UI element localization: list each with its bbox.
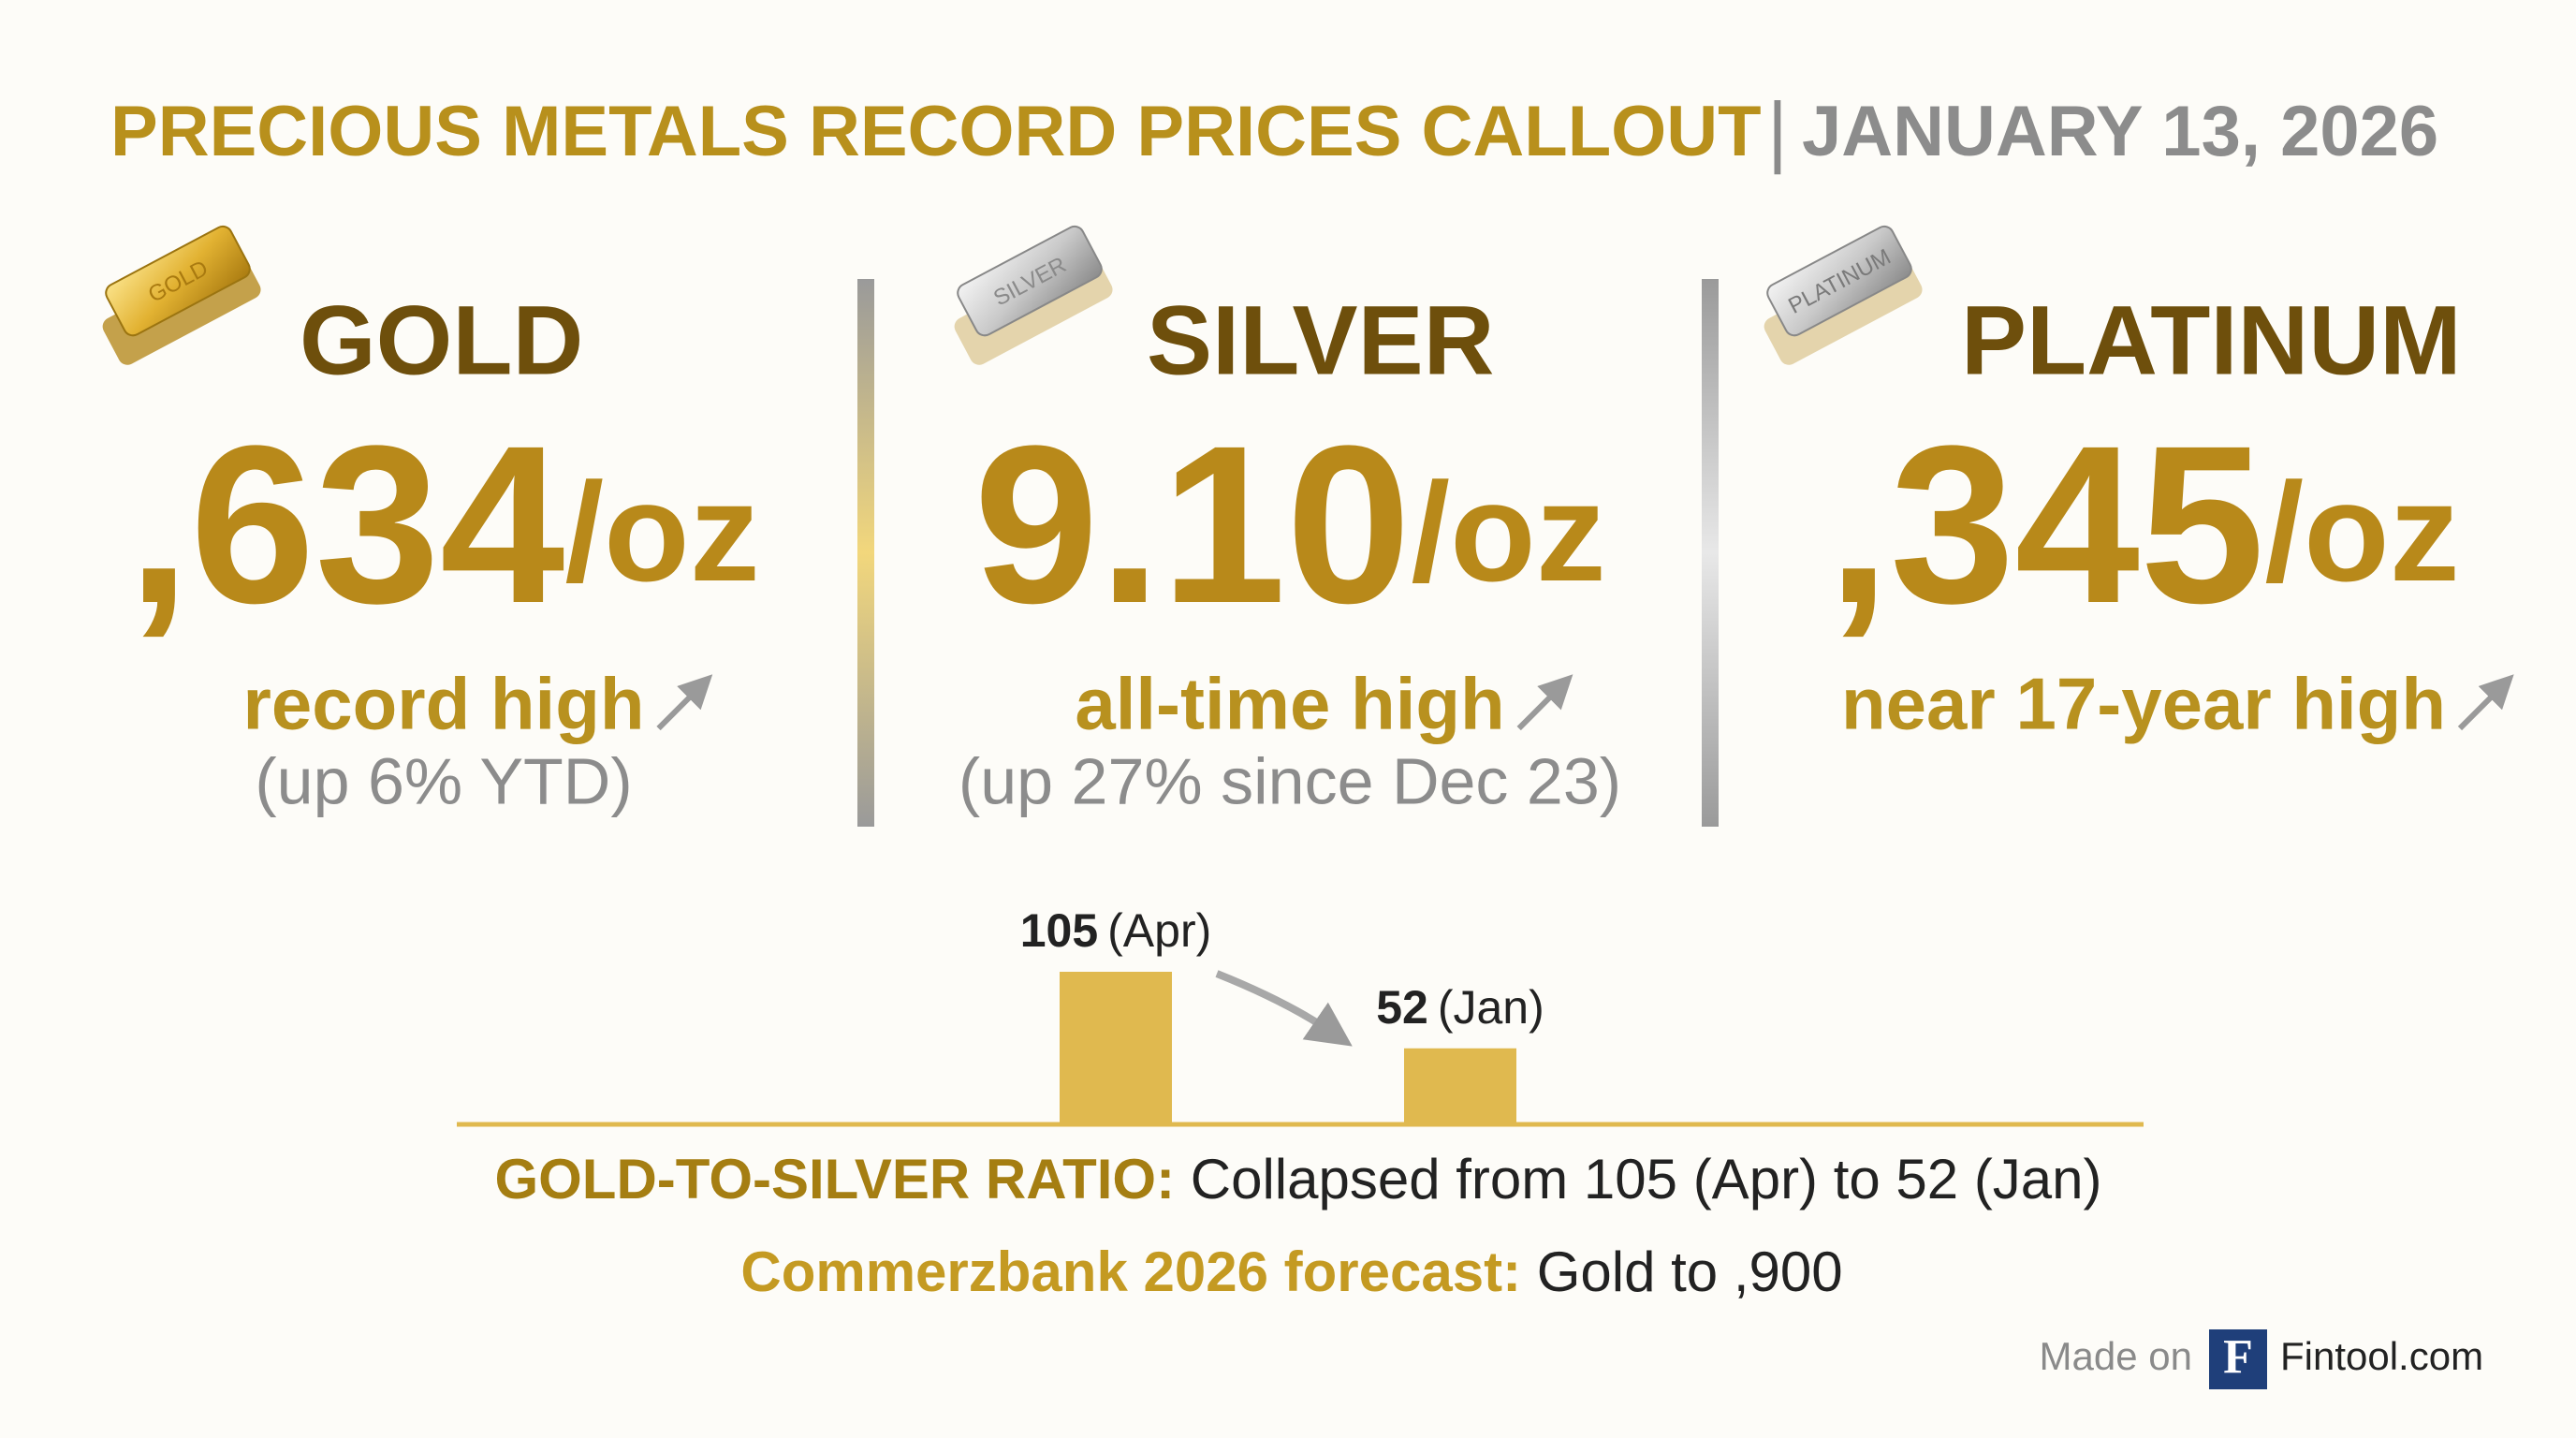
price-line: ,345/oz xyxy=(1827,399,2459,650)
logo-box xyxy=(2209,1329,2267,1389)
detail: (up 27% since Dec 23) xyxy=(959,744,1621,817)
unit: /oz xyxy=(1411,453,1605,610)
value-label: 105 (Apr) xyxy=(1020,904,1212,957)
icon-top xyxy=(957,225,1103,337)
note-arrow xyxy=(2457,674,2514,731)
forecast-text: Gold to ,900 xyxy=(1537,1240,1843,1303)
ratio-line: GOLD-TO-SILVER RATIO: Collapsed from 105… xyxy=(494,1148,2101,1211)
detail: (up 6% YTD) xyxy=(255,744,632,817)
date: JANUARY 13, 2026 xyxy=(1802,92,2438,171)
note-arrow xyxy=(1516,674,1573,731)
unit: /oz xyxy=(2264,453,2459,610)
bar-icon: GOLD xyxy=(102,225,261,365)
price-line: ,634/oz xyxy=(127,399,759,650)
value: 52 xyxy=(1376,981,1428,1034)
price: ,634 xyxy=(127,399,564,650)
note: record high xyxy=(242,663,644,745)
bar-icon: PLATINUM xyxy=(1764,225,1923,365)
icon-top xyxy=(105,225,251,337)
icon-top xyxy=(1766,225,1912,337)
ratio-label: GOLD-TO-SILVER RATIO: xyxy=(494,1148,1175,1211)
price: 9.10 xyxy=(973,399,1411,650)
divider xyxy=(857,279,874,827)
note-arrow xyxy=(656,674,713,731)
trend-arrow xyxy=(1215,970,1353,1047)
forecast-line: Commerzbank 2026 forecast: Gold to ,900 xyxy=(740,1240,1842,1303)
value: 105 xyxy=(1020,904,1098,957)
category: (Apr) xyxy=(1107,904,1211,957)
title: PRECIOUS METALS RECORD PRICES CALLOUT xyxy=(110,92,1762,171)
metal-name: PLATINUM xyxy=(1961,286,2462,396)
ratio-text: Collapsed from 105 (Apr) to 52 (Jan) xyxy=(1191,1148,2102,1211)
metal-name: SILVER xyxy=(1147,286,1494,396)
note: near 17-year high xyxy=(1841,663,2446,745)
bar xyxy=(1404,1048,1516,1123)
unit: /oz xyxy=(564,453,759,610)
category: (Jan) xyxy=(1438,981,1544,1034)
logo: F xyxy=(2223,1330,2253,1384)
note: all-time high xyxy=(1075,663,1504,745)
bar-icon: SILVER xyxy=(954,225,1113,365)
price: ,345 xyxy=(1827,399,2264,650)
separator: | xyxy=(1767,86,1788,174)
bar xyxy=(1060,972,1172,1123)
metal-name: GOLD xyxy=(300,286,583,396)
forecast-label: Commerzbank 2026 forecast: xyxy=(740,1240,1521,1303)
brand: Fintool.com xyxy=(2280,1334,2483,1378)
ratio-chart: 105 (Apr) 52 (Jan) xyxy=(1020,904,1544,1123)
price-line: 9.10/oz xyxy=(973,399,1605,650)
divider xyxy=(1702,279,1719,827)
made-on: Made on xyxy=(2040,1334,2192,1378)
value-label: 52 (Jan) xyxy=(1376,981,1544,1034)
